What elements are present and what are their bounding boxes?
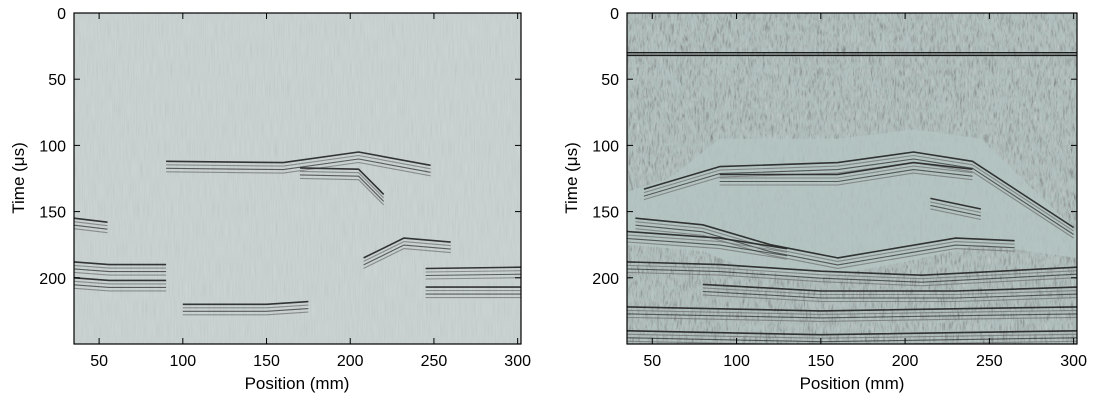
left-x-axis-label: Position (mm) <box>245 374 350 393</box>
left-x-tick-label-100: 100 <box>169 353 196 370</box>
right-reflector-6 <box>627 306 1077 322</box>
left-heatmap-panel: Position (mm) Time (μs) 50 100 150 200 250 30… <box>9 6 531 393</box>
left-plot-frame <box>73 12 522 345</box>
right-plot-frame <box>626 12 1078 345</box>
right-y-tick-label-50: 50 <box>601 72 619 89</box>
right-reflector-1 <box>719 161 973 186</box>
right-heatmap-panel: Position (mm) Time (μs) 50 100 150 200 250 30… <box>562 6 1087 393</box>
left-reflector-1 <box>299 167 385 206</box>
left-y-tick-label-150: 150 <box>39 205 66 222</box>
right-reflector-2 <box>635 217 1015 269</box>
left-reflector-5 <box>363 237 451 269</box>
right-y-tick-label-200: 200 <box>592 271 619 288</box>
left-y-axis-label: Time (μs) <box>9 142 28 214</box>
left-x-tick-label-50: 50 <box>90 353 108 370</box>
right-x-axis-label: Position (mm) <box>800 374 905 393</box>
right-y-axis-label: Time (μs) <box>562 142 581 214</box>
right-reflector-3 <box>627 230 788 260</box>
right-x-tick-label-50: 50 <box>643 353 661 370</box>
left-y-tick-label-100: 100 <box>39 138 66 155</box>
right-reflector-8 <box>930 197 982 221</box>
right-y-tick-label-0: 0 <box>610 6 619 23</box>
left-x-tick-label-150: 150 <box>253 353 280 370</box>
left-y-tick-label-50: 50 <box>48 72 66 89</box>
left-x-tick-label-300: 300 <box>504 353 531 370</box>
left-y-tick-label-200: 200 <box>39 271 66 288</box>
left-reflector-8 <box>182 300 309 316</box>
right-y-tick-label-150: 150 <box>592 205 619 222</box>
left-x-tick-label-250: 250 <box>421 353 448 370</box>
right-x-tick-label-200: 200 <box>892 353 919 370</box>
left-y-tick-label-0: 0 <box>57 6 66 23</box>
left-reflector-7 <box>425 286 521 299</box>
right-x-tick-label-100: 100 <box>723 353 750 370</box>
right-x-tick-label-150: 150 <box>807 353 834 370</box>
right-x-tick-label-300: 300 <box>1060 353 1087 370</box>
right-reflector-5 <box>702 283 1077 303</box>
left-reflector-3 <box>74 261 167 276</box>
right-x-tick-label-250: 250 <box>976 353 1003 370</box>
left-noise-texture <box>74 13 521 344</box>
right-y-tick-label-100: 100 <box>592 138 619 155</box>
right-reflector-4 <box>627 261 1077 287</box>
left-reflector-6 <box>425 266 521 280</box>
left-reflector-2 <box>74 217 108 234</box>
left-x-tick-label-200: 200 <box>337 353 364 370</box>
left-reflector-4 <box>74 277 167 292</box>
